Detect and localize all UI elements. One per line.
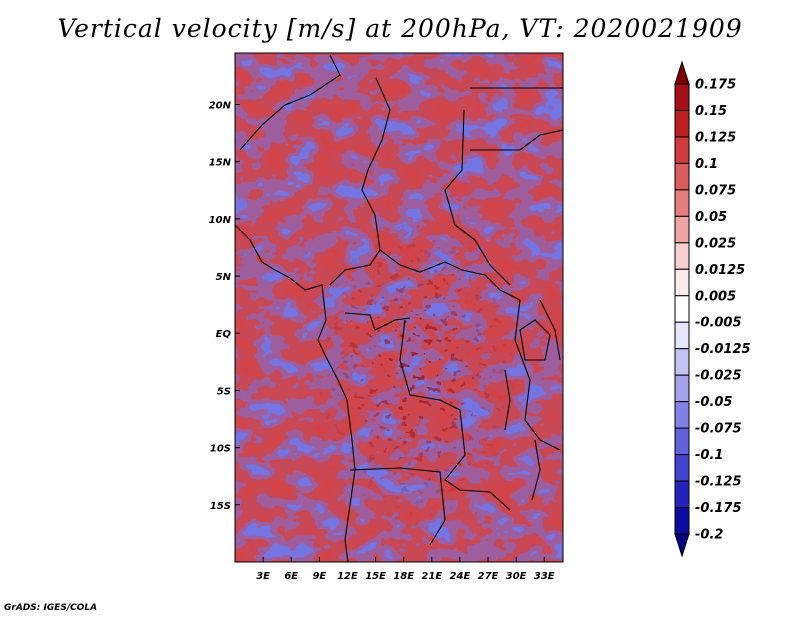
colorbar-label: 0.1 bbox=[695, 157, 718, 172]
colorbar-segment bbox=[674, 242, 690, 270]
colorbar-label: -0.125 bbox=[695, 475, 742, 490]
border-kenya bbox=[539, 299, 561, 361]
x-tick-label: 6E bbox=[284, 571, 298, 582]
colorbar-segment bbox=[674, 268, 690, 297]
colorbar-segment bbox=[674, 348, 690, 376]
colorbar-label: 0.175 bbox=[695, 78, 736, 93]
x-tick-label: 33E bbox=[534, 571, 555, 582]
border-sudan-north bbox=[470, 129, 563, 151]
x-tick-label: 9E bbox=[312, 571, 326, 582]
y-tick-label: EQ bbox=[216, 329, 232, 340]
colorbar-segment bbox=[674, 454, 690, 482]
y-tick-label: 5S bbox=[217, 386, 231, 397]
y-tick-label: 20N bbox=[209, 100, 232, 111]
border-drc bbox=[399, 319, 511, 511]
colorbar-segment bbox=[674, 374, 690, 403]
lake-malawi bbox=[531, 439, 541, 501]
colorbar-segment bbox=[674, 83, 690, 111]
colorbar-segment bbox=[674, 215, 690, 244]
colorbar-label: -0.005 bbox=[695, 316, 742, 331]
colorbar-label: 0.05 bbox=[695, 210, 727, 225]
y-tick-label: 10N bbox=[209, 215, 232, 226]
colorbar-bottom-triangle bbox=[674, 533, 690, 558]
colorbar-label: -0.1 bbox=[695, 448, 723, 463]
colorbar-label: -0.025 bbox=[695, 369, 742, 384]
colorbar-label: -0.075 bbox=[695, 422, 742, 437]
colorbar-label: -0.175 bbox=[695, 501, 742, 516]
colorbar-segment bbox=[674, 427, 690, 456]
colorbar-segment bbox=[674, 295, 690, 323]
x-tick-label: 30E bbox=[506, 571, 527, 582]
colorbar-label: -0.2 bbox=[695, 528, 723, 543]
y-tick-label: 10S bbox=[210, 444, 231, 455]
border-chad-sudan bbox=[444, 109, 511, 286]
colorbar-label: -0.05 bbox=[695, 395, 732, 410]
colorbar-segment bbox=[674, 321, 690, 350]
velocity-field bbox=[235, 53, 563, 562]
chart-title: Vertical velocity [m/s] at 200hPa, VT: 2… bbox=[57, 14, 743, 43]
lake-victoria bbox=[519, 319, 551, 361]
colorbar-label: 0.005 bbox=[695, 289, 736, 304]
colorbar-segment bbox=[674, 136, 690, 164]
border-mali-algeria bbox=[239, 54, 341, 151]
colorbar-label: 0.075 bbox=[695, 183, 736, 198]
border-niger-chad bbox=[361, 77, 391, 191]
x-tick-label: 12E bbox=[337, 571, 358, 582]
colorbar-top-triangle bbox=[674, 60, 690, 85]
west-coastline bbox=[235, 224, 356, 562]
colorbar-label: -0.0125 bbox=[695, 342, 751, 357]
y-tick-label: 15S bbox=[210, 501, 231, 512]
x-axis: 3E 6E 9E 12E 15E 18E 21E 24E 27E 30E 33E bbox=[256, 557, 555, 582]
colorbar-segment bbox=[674, 480, 690, 509]
lake-tanganyika bbox=[504, 369, 511, 431]
colorbar-label: 0.0125 bbox=[695, 263, 745, 278]
field-convective-cells bbox=[235, 53, 563, 562]
y-tick-label: 15N bbox=[209, 158, 232, 169]
x-tick-label: 18E bbox=[393, 571, 414, 582]
plot-frame bbox=[234, 52, 564, 563]
border-car bbox=[379, 249, 521, 301]
colorbar-label: 0.125 bbox=[695, 130, 736, 145]
x-tick-label: 3E bbox=[256, 571, 270, 582]
colorbar-segment bbox=[674, 162, 690, 191]
colorbar-segment bbox=[674, 189, 690, 217]
border-gabon-congo bbox=[344, 312, 411, 331]
y-tick-label: 5N bbox=[216, 272, 232, 283]
border-east-africa bbox=[514, 299, 561, 451]
border-angola-zambia bbox=[349, 467, 446, 546]
x-tick-label: 24E bbox=[450, 571, 471, 582]
y-axis: 20N 15N 10N 5N EQ 5S 10S 15S bbox=[209, 100, 240, 512]
x-tick-label: 27E bbox=[478, 571, 499, 582]
grads-credit: GrADS: IGES/COLA bbox=[4, 603, 98, 613]
x-tick-label: 21E bbox=[421, 571, 442, 582]
border-nigeria-cameroon bbox=[329, 189, 381, 286]
colorbar: 0.175 0.15 0.125 0.1 0.075 0.05 0.025 0.0125 0.0… bbox=[674, 60, 751, 558]
x-tick-label: 15E bbox=[365, 571, 386, 582]
country-borders bbox=[235, 54, 563, 562]
colorbar-segment bbox=[674, 109, 690, 138]
colorbar-segment bbox=[674, 507, 690, 535]
colorbar-segment bbox=[674, 401, 690, 429]
colorbar-label: 0.15 bbox=[695, 104, 727, 119]
colorbar-label: 0.025 bbox=[695, 236, 736, 251]
